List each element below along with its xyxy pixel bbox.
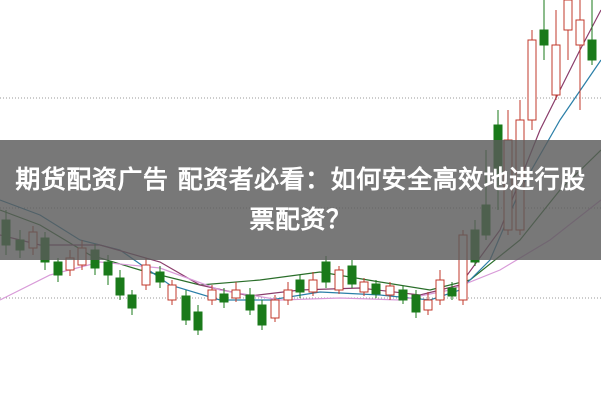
up-candle xyxy=(334,269,344,291)
down-candle xyxy=(219,293,229,303)
up-candle xyxy=(527,39,537,121)
headline-line-1: 期货配资广告 配资者必看：如何安全高效地进行股 xyxy=(15,165,586,194)
down-candle xyxy=(411,294,421,313)
down-candle xyxy=(398,289,408,301)
headline-line-2: 票配资？ xyxy=(249,205,352,234)
down-candle xyxy=(347,265,357,285)
up-candle xyxy=(231,289,241,299)
down-candle xyxy=(539,29,549,46)
down-candle xyxy=(321,261,331,283)
down-candle xyxy=(103,261,113,276)
down-candle xyxy=(245,294,255,311)
up-candle xyxy=(270,299,280,319)
up-candle xyxy=(423,299,433,311)
up-candle xyxy=(435,279,445,301)
headline-banner: 期货配资广告 配资者必看：如何安全高效地进行股 票配资？ xyxy=(0,140,601,260)
down-candle xyxy=(295,279,305,293)
up-candle xyxy=(308,279,318,293)
up-candle xyxy=(385,285,395,296)
up-candle xyxy=(207,289,217,301)
up-candle xyxy=(563,0,573,31)
down-candle xyxy=(127,294,137,309)
up-candle xyxy=(283,289,293,301)
up-candle xyxy=(551,44,561,96)
down-candle xyxy=(155,271,165,283)
up-candle xyxy=(359,281,369,293)
up-candle xyxy=(167,284,177,301)
down-candle xyxy=(181,295,191,321)
down-candle xyxy=(193,311,203,331)
up-candle xyxy=(575,19,585,46)
down-candle xyxy=(115,277,125,296)
down-candle xyxy=(53,261,63,276)
down-candle xyxy=(371,283,381,295)
down-candle xyxy=(447,287,457,297)
down-candle xyxy=(587,39,597,61)
up-candle xyxy=(141,264,151,286)
down-candle xyxy=(257,304,267,326)
